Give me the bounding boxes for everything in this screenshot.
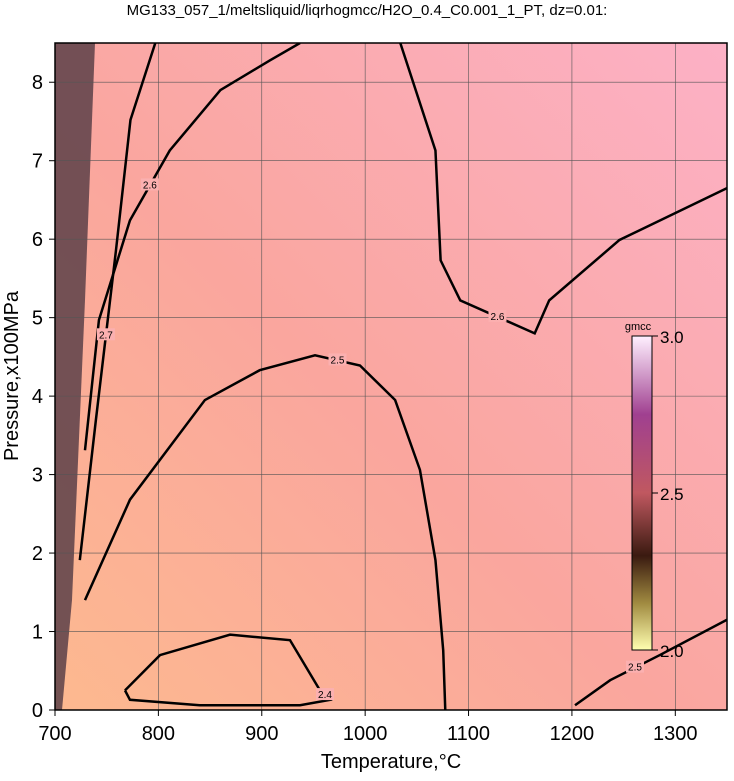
- dense-contour-band: [55, 43, 95, 710]
- colorbar-tick-label: 2.5: [660, 485, 684, 504]
- colorbar-tick-label: 3.0: [660, 328, 684, 347]
- x-tick-label: 1300: [653, 723, 698, 745]
- colorbar: [631, 335, 653, 651]
- contour-label-bg: [328, 353, 347, 366]
- x-tick-label: 1000: [343, 723, 388, 745]
- contour-label: 2.5: [628, 663, 642, 674]
- contour-label: 2.5: [331, 355, 345, 366]
- y-tick-label: 8: [32, 72, 43, 94]
- colorbar-tick-label: 2.0: [660, 642, 684, 661]
- y-tick-label: 0: [32, 700, 43, 722]
- x-tick-label: 1100: [447, 723, 490, 745]
- contour-label: 2.6: [491, 312, 505, 323]
- x-tick-label: 1200: [550, 723, 595, 745]
- x-tick-label: 800: [142, 723, 175, 745]
- contour-label-bg: [488, 309, 507, 322]
- chart-title: MG133_057_1/meltsliquid/liqrhogmcc/H2O_0…: [127, 2, 608, 19]
- contour-line: [83, 354, 447, 710]
- plot-frame: [54, 42, 728, 711]
- colorbar-label: gmcc: [625, 321, 652, 333]
- contour-label-bg: [140, 178, 159, 191]
- x-tick-label: 700: [38, 723, 71, 745]
- contour-line: [83, 43, 301, 451]
- y-tick-label: 3: [32, 465, 43, 487]
- contour-label: 2.7: [99, 330, 113, 341]
- plot-background: [55, 43, 727, 710]
- y-tick-label: 2: [32, 543, 43, 565]
- y-tick-label: 4: [32, 386, 43, 408]
- y-tick-label: 7: [32, 151, 43, 173]
- x-tick-label: 900: [245, 723, 278, 745]
- y-tick-label: 1: [32, 622, 43, 644]
- y-axis-label: Pressure,x100MPa: [1, 290, 23, 461]
- contour-label: 2.6: [143, 180, 157, 191]
- contour-label-bg: [96, 328, 115, 341]
- y-tick-label: 6: [32, 229, 43, 251]
- contour-label: 2.4: [318, 690, 332, 701]
- contour-line: [78, 43, 157, 561]
- y-tick-label: 5: [32, 308, 43, 330]
- contour-label-bg: [315, 688, 334, 701]
- x-axis-label: Temperature,°C: [321, 751, 461, 773]
- contour-label-bg: [625, 660, 644, 673]
